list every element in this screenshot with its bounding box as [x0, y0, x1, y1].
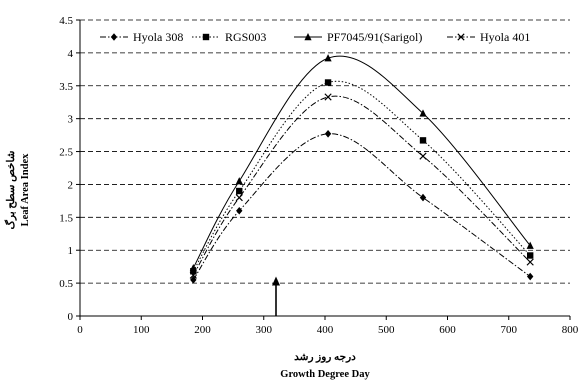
y-axis-label-en: Leaf Area Index [20, 153, 31, 226]
point-s1-3 [419, 137, 427, 144]
x-tick-label-7: 700 [501, 324, 518, 336]
x-tick-label-1: 100 [133, 324, 150, 336]
point-s2-0 [189, 263, 197, 272]
point-s2-3 [419, 109, 427, 117]
series-markers [189, 54, 534, 284]
point-s3-0 [189, 271, 197, 279]
point-s2-4 [526, 241, 534, 249]
legend-marker-1 [202, 33, 210, 41]
legend-marker-0 [110, 33, 118, 41]
point-s3-4 [526, 258, 534, 266]
y-tick-label-5: 2.5 [59, 147, 73, 159]
point-s0-4 [526, 272, 534, 281]
series-line-2 [192, 55, 531, 269]
x-axis-label-en: Growth Degree Day [280, 369, 370, 380]
point-s3-3 [419, 152, 427, 160]
x-tick-label-6: 600 [439, 324, 456, 336]
legend-label-3: Hyola 401 [480, 30, 530, 44]
x-tick-label-3: 300 [256, 324, 273, 336]
y-tick-label-4: 2 [68, 179, 74, 191]
x-tick-label-0: 0 [77, 324, 83, 336]
point-s1-4 [526, 252, 534, 259]
y-tick-label-2: 1 [68, 245, 74, 257]
annotation [272, 276, 280, 316]
series-line-1 [192, 80, 531, 272]
x-axis-label-fa: درجه روز رشد [294, 352, 356, 363]
point-s0-1 [236, 206, 243, 215]
annotation-arrow-head [272, 276, 280, 286]
point-s2-2 [324, 54, 332, 62]
y-tick-label-8: 4 [68, 48, 74, 60]
point-s0-2 [324, 129, 332, 138]
y-tick-label-1: 0.5 [59, 278, 73, 290]
series-lines [192, 55, 531, 281]
x-tick-label-8: 800 [562, 324, 579, 336]
point-s1-2 [324, 79, 332, 86]
legend-label-1: RGS003 [225, 30, 266, 44]
point-s0-0 [190, 276, 197, 284]
x-tick-label-5: 500 [378, 324, 395, 336]
gridlines [80, 19, 570, 284]
y-tick-label-6: 3 [68, 114, 74, 126]
point-s3-1 [235, 193, 243, 202]
point-s0-3 [419, 193, 427, 202]
point-s3-2 [324, 93, 332, 101]
point-s1-0 [190, 268, 197, 275]
y-tick-label-7: 3.5 [59, 81, 73, 93]
series-line-0 [192, 133, 531, 281]
point-s2-1 [235, 177, 243, 185]
tick-labels: 0 0.5 1 1.5 2 2.5 3 3.5 4 4.5 0 100 200 300 400 500 600 7… [59, 15, 579, 336]
x-tick-label-2: 200 [194, 324, 211, 336]
y-tick-label-0: 0 [68, 311, 74, 323]
series-line-3 [192, 95, 531, 276]
legend-marker-3 [457, 33, 465, 41]
y-axis-label-fa: شاخص سطح برگ [3, 150, 17, 229]
axes [76, 19, 571, 320]
legend-label-2: PF7045/91(Sarigol) [327, 30, 422, 44]
y-tick-label-3: 1.5 [59, 212, 73, 224]
legend: Hyola 308 RGS003 PF7045/91(Sarigol) Hyola 4… [100, 30, 530, 44]
x-tick-label-4: 400 [317, 324, 334, 336]
y-tick-label-9: 4.5 [59, 15, 73, 27]
legend-marker-2 [304, 33, 312, 41]
point-s1-1 [236, 187, 243, 195]
legend-label-0: Hyola 308 [133, 30, 183, 44]
